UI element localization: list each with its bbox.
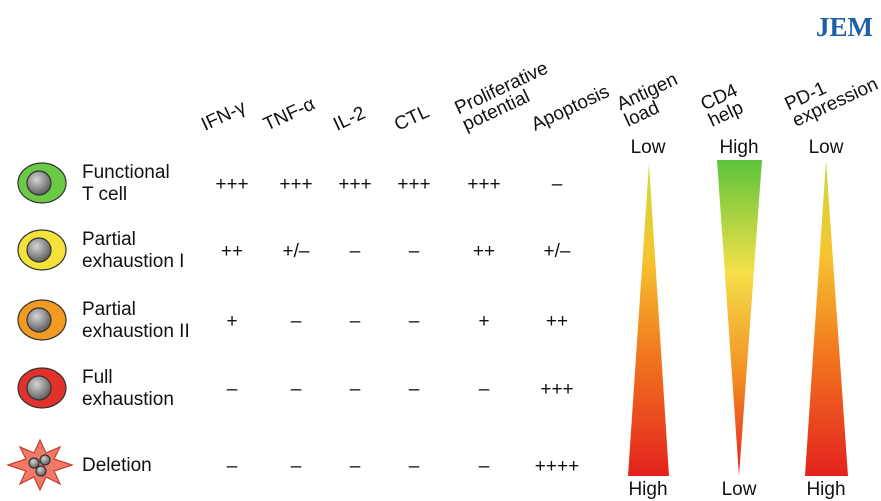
column-header-line: Apoptosis xyxy=(528,81,613,135)
column-header: IFN-γ xyxy=(198,97,249,136)
column-header-line: CTL xyxy=(391,101,432,135)
column-header: IL-2 xyxy=(330,103,369,136)
column-header: CTL xyxy=(391,101,432,135)
gradient-top: Low xyxy=(809,137,844,158)
pd1-gradient xyxy=(805,160,848,476)
cell-value: +/– xyxy=(283,241,310,262)
cell-value: – xyxy=(291,379,302,400)
nucleus xyxy=(26,307,52,333)
cell-value: +/– xyxy=(544,241,571,262)
antigen-gradient xyxy=(628,163,669,476)
cell-value: – xyxy=(479,456,490,477)
row-label: Functional xyxy=(82,162,170,183)
cell-value: +++ xyxy=(540,379,573,400)
cell-value: – xyxy=(227,456,238,477)
row-label: exhaustion xyxy=(82,389,174,410)
gradient-bottom: Low xyxy=(722,479,757,500)
nucleus xyxy=(26,237,52,263)
cell-value: +++ xyxy=(215,174,248,195)
row-label: Full xyxy=(82,367,113,388)
cell-value: ++ xyxy=(221,241,243,262)
cell-value: + xyxy=(478,311,489,332)
cell-value: – xyxy=(409,456,420,477)
cell-value: – xyxy=(409,311,420,332)
column-header-line: IFN-γ xyxy=(198,97,249,136)
cell-value: – xyxy=(350,379,361,400)
cell-value: – xyxy=(552,174,563,195)
gradient-bottom: High xyxy=(628,479,667,500)
cell-value: – xyxy=(350,241,361,262)
row-label: Partial xyxy=(82,229,136,250)
cell-value: ++++ xyxy=(535,456,579,477)
cell-value: ++ xyxy=(473,241,495,262)
row-label: T cell xyxy=(82,184,127,205)
cell-value: – xyxy=(227,379,238,400)
nucleus xyxy=(26,170,52,196)
fragment xyxy=(35,465,47,477)
column-header-line: IL-2 xyxy=(330,103,369,136)
fragment xyxy=(39,454,51,466)
cell-value: – xyxy=(291,456,302,477)
cell-value: – xyxy=(350,456,361,477)
row-label: Deletion xyxy=(82,455,152,476)
cd4-gradient xyxy=(717,160,762,476)
cell-value: +++ xyxy=(279,174,312,195)
fragment xyxy=(28,457,40,469)
cell-value: – xyxy=(291,311,302,332)
column-header: TNF-α xyxy=(260,94,318,136)
cell-value: + xyxy=(226,311,237,332)
logo: JEM xyxy=(816,12,873,42)
cell-value: +++ xyxy=(338,174,371,195)
cell-value: +++ xyxy=(397,174,430,195)
gradient-bottom: High xyxy=(806,479,845,500)
cell-value: – xyxy=(479,379,490,400)
row-label: Partial xyxy=(82,299,136,320)
cell-value: +++ xyxy=(467,174,500,195)
gradient-top: Low xyxy=(631,137,666,158)
nucleus xyxy=(26,375,52,401)
cell-value: – xyxy=(409,241,420,262)
gradient-top: High xyxy=(719,137,758,158)
column-header-line: TNF-α xyxy=(260,94,318,136)
cell-value: ++ xyxy=(546,311,568,332)
row-label: exhaustion II xyxy=(82,321,190,342)
column-header: Apoptosis xyxy=(528,81,613,135)
row-label: exhaustion I xyxy=(82,251,184,272)
gradients xyxy=(628,160,848,476)
deletion-icon xyxy=(6,438,74,492)
cell-value: – xyxy=(409,379,420,400)
cell-value: – xyxy=(350,311,361,332)
cell-icons xyxy=(6,162,74,492)
